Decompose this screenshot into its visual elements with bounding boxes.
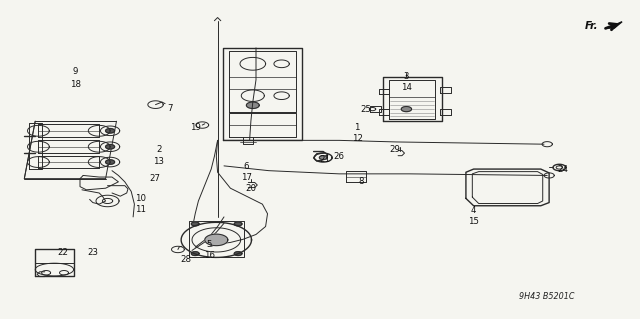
Text: 20: 20 [245, 184, 257, 193]
Text: 15: 15 [468, 217, 479, 226]
Text: 3: 3 [404, 72, 409, 81]
Text: 27: 27 [149, 174, 161, 183]
Text: 8: 8 [358, 177, 364, 186]
Polygon shape [106, 160, 115, 164]
Text: 26: 26 [333, 152, 345, 161]
Polygon shape [246, 102, 259, 108]
Text: 28: 28 [180, 256, 191, 264]
Text: 7: 7 [167, 104, 172, 113]
Polygon shape [319, 156, 327, 160]
Text: 2: 2 [156, 145, 161, 154]
Text: 16: 16 [204, 251, 215, 260]
Text: 18: 18 [70, 80, 81, 89]
Polygon shape [191, 252, 199, 256]
Polygon shape [608, 22, 622, 28]
Text: 12: 12 [351, 134, 363, 143]
Text: 23: 23 [87, 249, 99, 257]
Text: 19: 19 [191, 123, 201, 132]
Text: 5: 5 [207, 240, 212, 249]
Polygon shape [106, 129, 115, 133]
Text: 14: 14 [401, 83, 412, 92]
Polygon shape [205, 234, 228, 246]
Polygon shape [106, 145, 115, 149]
Text: 25: 25 [360, 105, 372, 114]
Text: 1: 1 [355, 123, 360, 132]
Text: 13: 13 [153, 157, 164, 166]
Text: 21: 21 [319, 155, 331, 164]
Text: 9H43 B5201C: 9H43 B5201C [520, 292, 575, 301]
Text: 10: 10 [135, 194, 147, 203]
Text: 4: 4 [471, 206, 476, 215]
Text: 22: 22 [57, 249, 68, 257]
Text: 24: 24 [557, 165, 569, 174]
Text: 6: 6 [244, 162, 249, 171]
Polygon shape [234, 222, 242, 226]
Polygon shape [401, 107, 412, 112]
Text: Fr.: Fr. [585, 21, 598, 31]
Text: 9: 9 [73, 67, 78, 76]
Text: 17: 17 [241, 173, 252, 182]
Text: 11: 11 [135, 205, 147, 214]
Polygon shape [191, 222, 199, 226]
Text: 29: 29 [390, 145, 400, 154]
Polygon shape [234, 252, 242, 256]
